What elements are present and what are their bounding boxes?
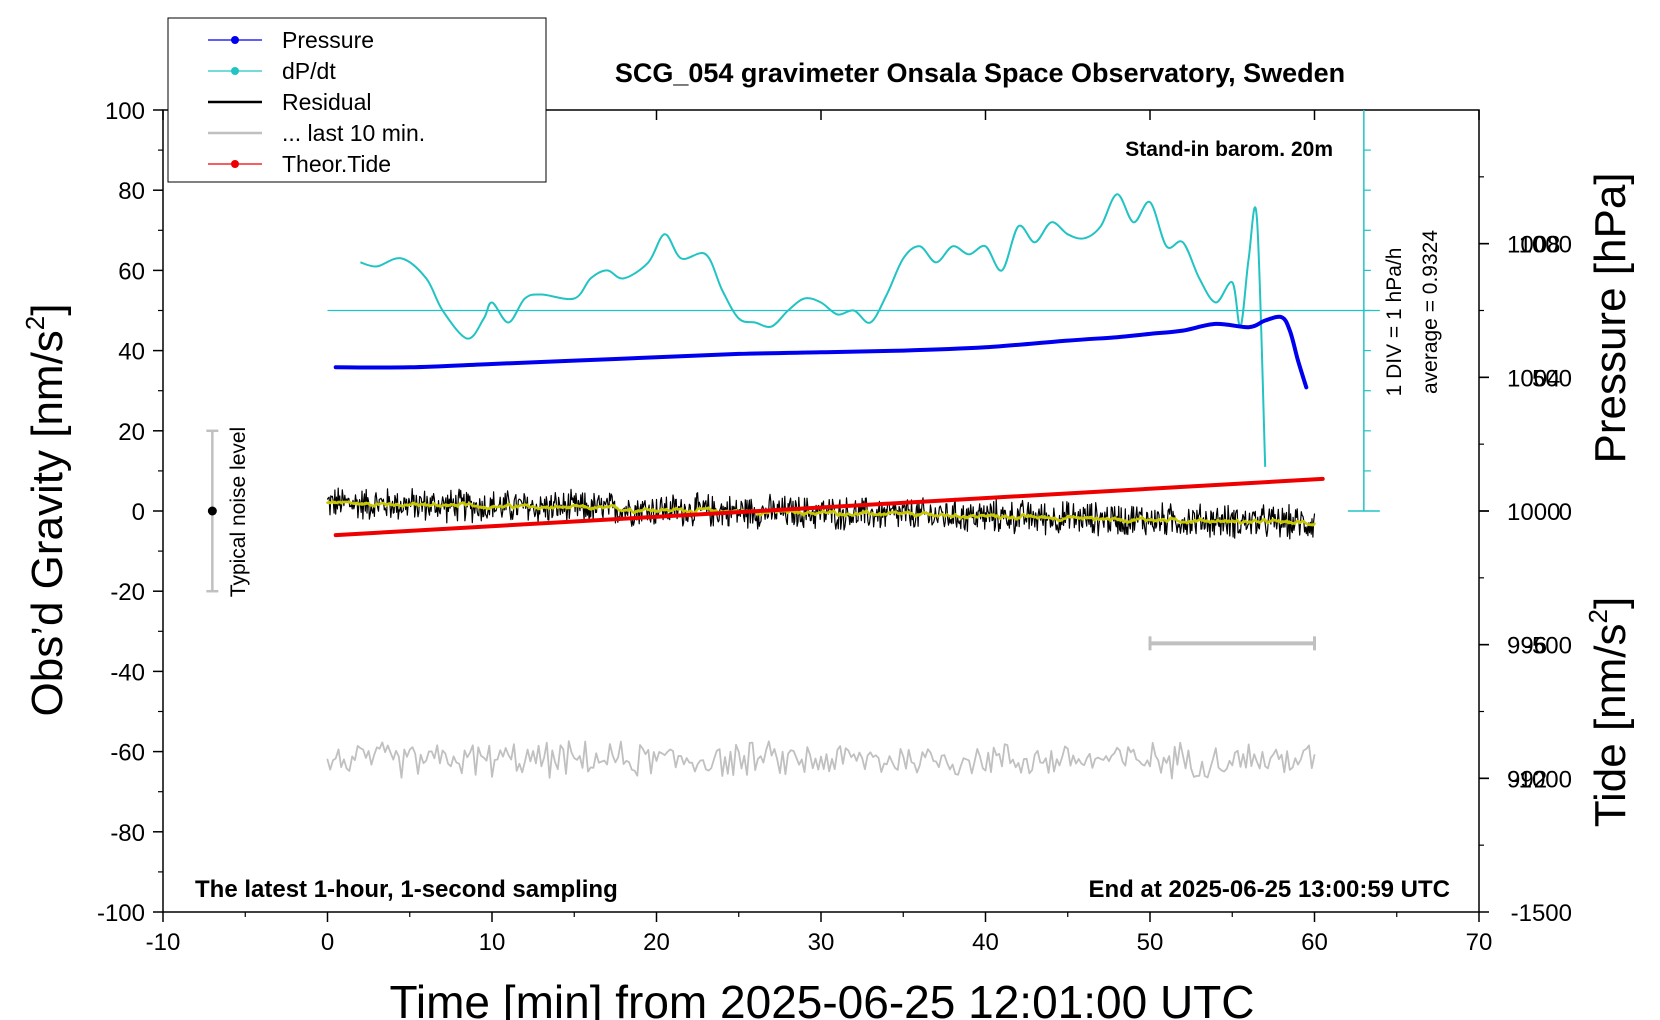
legend: Pressure dP/dt Residual ... last 10 min. The… bbox=[167, 17, 547, 183]
pressure-line bbox=[333, 314, 1309, 390]
tide-tick-label: -1000 bbox=[1511, 766, 1572, 793]
y-tick-label: 40 bbox=[118, 339, 145, 366]
y-tick-label: -100 bbox=[97, 900, 145, 927]
legend-label: ... last 10 min. bbox=[282, 120, 425, 146]
tide-tick-label: 500 bbox=[1532, 365, 1572, 392]
y-axis-label-left-sup: 2 bbox=[20, 316, 50, 330]
legend-marker bbox=[231, 67, 239, 75]
x-axis-label: Time [min] from 2025-06-25 12:01:00 UTC bbox=[390, 976, 1255, 1020]
legend-label: Pressure bbox=[282, 27, 374, 53]
y-tick-label: -40 bbox=[110, 659, 145, 686]
y-tick-label: 100 bbox=[105, 98, 145, 125]
legend-label: Theor.Tide bbox=[282, 151, 391, 177]
div-label: 1 DIV = 1 hPa/h bbox=[1383, 248, 1406, 397]
y-tick-label: 0 bbox=[132, 499, 145, 526]
average-label: average = 0.9324 bbox=[1419, 230, 1442, 394]
x-tick-label: 50 bbox=[1137, 929, 1164, 956]
last-10-min-line bbox=[326, 740, 1316, 780]
y-tick-label: -60 bbox=[110, 740, 145, 767]
y-tick-label: 80 bbox=[118, 178, 145, 205]
residual-smooth-line bbox=[326, 500, 1316, 527]
end-at-label: End at 2025-06-25 13:00:59 UTC bbox=[1089, 876, 1451, 903]
x-tick-label: 70 bbox=[1466, 929, 1493, 956]
chart-title: SCG_054 gravimeter Onsala Space Observat… bbox=[615, 58, 1345, 88]
y-tick-label: -20 bbox=[110, 579, 145, 606]
pressure-tick-label: 1008 bbox=[1507, 232, 1560, 259]
tide-tick-label: 1000 bbox=[1519, 232, 1572, 259]
x-tick-label: 0 bbox=[321, 929, 334, 956]
y-tick-label: -80 bbox=[110, 820, 145, 847]
pressure-tick-label: 992 bbox=[1507, 766, 1547, 793]
y-axis-label-left-main: Obs’d Gravity [nm/s bbox=[23, 330, 72, 716]
legend-box bbox=[167, 17, 547, 183]
x-tick-label: 30 bbox=[808, 929, 835, 956]
legend-label: dP/dt bbox=[282, 58, 336, 84]
pressure-tick-label: 1004 bbox=[1507, 365, 1560, 392]
latest-label: The latest 1-hour, 1-second sampling bbox=[195, 876, 618, 903]
legend-marker bbox=[231, 36, 239, 44]
x-tick-label: 40 bbox=[972, 929, 999, 956]
legend-label: Residual bbox=[282, 89, 372, 115]
y-tick-label: 20 bbox=[118, 419, 145, 446]
y-tick-label: 60 bbox=[118, 258, 145, 285]
y-axis-label-left: Obs’d Gravity [nm/s2] bbox=[20, 303, 72, 716]
pressure-tick-label: 1000 bbox=[1507, 499, 1560, 526]
x-tick-label: 20 bbox=[643, 929, 670, 956]
dpdt-line bbox=[360, 193, 1267, 467]
y-axis-label-tide-sup: 2 bbox=[1583, 609, 1613, 623]
noise-bar-dot bbox=[207, 506, 217, 516]
noise-label: Typical noise level bbox=[227, 427, 250, 597]
y-axis-label-pressure: Pressure [hPa] bbox=[1586, 172, 1635, 463]
pressure-tick-label: 996 bbox=[1507, 633, 1547, 660]
tide-line bbox=[333, 476, 1325, 538]
tide-tick-label: -500 bbox=[1524, 633, 1572, 660]
y-axis-label-tide: Tide [nm/s2] bbox=[1583, 597, 1635, 827]
x-tick-label: -10 bbox=[146, 929, 181, 956]
legend-marker bbox=[231, 160, 239, 168]
y-axis-label-left-close: ] bbox=[23, 303, 72, 315]
stand-in-label: Stand-in barom. 20m bbox=[1125, 138, 1333, 161]
tide-tick-label: 0 bbox=[1559, 499, 1572, 526]
y-axis-label-tide-main: Tide [nm/s bbox=[1586, 623, 1635, 827]
y-axis-label-tide-close: ] bbox=[1586, 597, 1635, 609]
x-tick-label: 60 bbox=[1301, 929, 1328, 956]
x-tick-label: 10 bbox=[479, 929, 506, 956]
tide-tick-label: -1500 bbox=[1511, 900, 1572, 927]
